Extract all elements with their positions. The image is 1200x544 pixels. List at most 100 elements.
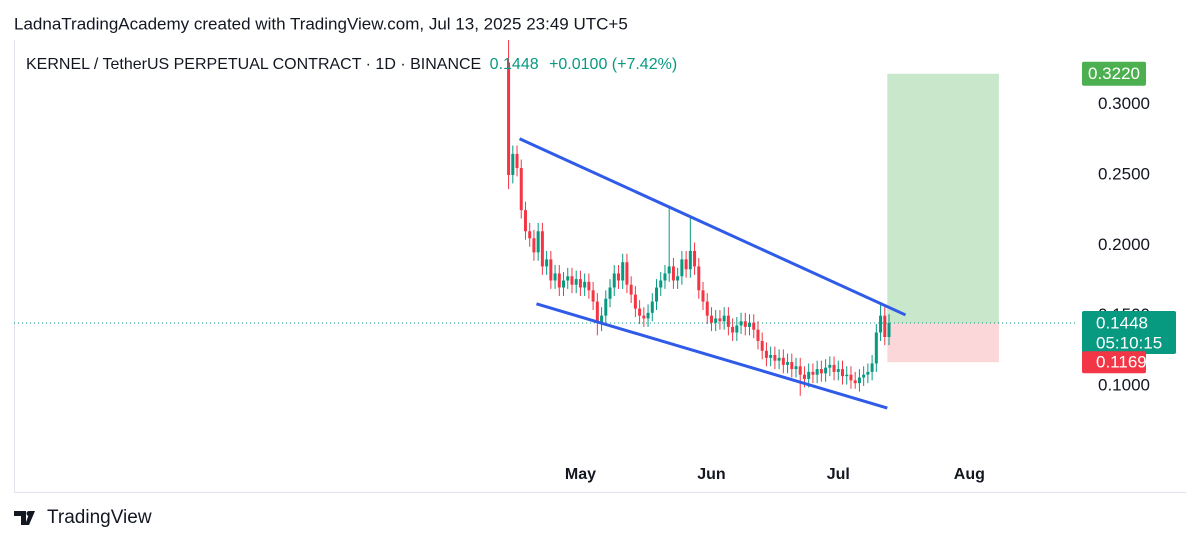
- candle-body: [519, 167, 523, 211]
- symbol: KERNEL / TetherUS PERPETUAL CONTRACT · 1…: [26, 56, 481, 73]
- candle-body: [836, 369, 840, 372]
- candle-body: [693, 250, 697, 267]
- candle-body: [608, 287, 612, 299]
- candle-body: [743, 321, 747, 327]
- candle-body: [633, 294, 637, 309]
- candle-body: [701, 290, 705, 302]
- x-tick-label: Aug: [954, 466, 985, 483]
- candle-body: [862, 374, 866, 378]
- candle-body: [557, 273, 561, 288]
- candle-body: [798, 366, 802, 375]
- candle-body: [832, 364, 836, 372]
- candle-body: [705, 301, 709, 316]
- header-price: 0.1448: [490, 56, 539, 73]
- profit-zone: [887, 73, 999, 323]
- candle-body: [629, 284, 633, 295]
- loss-zone: [887, 322, 999, 363]
- candle-body: [722, 315, 726, 322]
- tradingview-logo: [14, 511, 35, 525]
- candle-body: [562, 280, 566, 288]
- target-label: 0.3220: [1088, 64, 1140, 83]
- candle-body: [604, 298, 608, 316]
- candle-body: [718, 318, 722, 322]
- candle-body: [528, 231, 532, 239]
- candle-body: [883, 315, 887, 338]
- candle-body: [773, 355, 777, 361]
- target-label-box: [1082, 61, 1146, 86]
- candle-body: [646, 312, 650, 319]
- candle-body: [545, 259, 549, 267]
- candle-body: [802, 374, 806, 379]
- candle-body: [638, 308, 642, 316]
- candle-body: [714, 318, 718, 323]
- candle-body: [769, 355, 773, 358]
- candle-body: [600, 315, 604, 323]
- candle-body: [566, 276, 570, 281]
- plot-area: [14, 40, 1075, 410]
- candle-body: [583, 281, 587, 288]
- y-tick-label: 0.2000: [1098, 235, 1150, 254]
- candle-body: [828, 364, 832, 368]
- candle-body: [790, 362, 794, 370]
- y-tick-label: 0.1000: [1098, 375, 1150, 394]
- candle-body: [866, 371, 870, 375]
- y-tick-label: 0.3000: [1098, 94, 1150, 113]
- candle-body: [515, 153, 519, 168]
- x-tick-label: Jun: [697, 466, 725, 483]
- stop-label-box: [1082, 351, 1146, 374]
- candle-body: [853, 380, 857, 384]
- candle-body: [659, 280, 663, 288]
- candle-body: [625, 262, 629, 285]
- candle-body: [591, 290, 595, 302]
- candle-body: [642, 315, 646, 319]
- candle-body: [663, 273, 667, 281]
- candle-body: [523, 210, 527, 232]
- candle-body: [819, 369, 823, 374]
- candle-body: [781, 357, 785, 365]
- trend-line: [536, 302, 888, 410]
- candle-body: [650, 301, 654, 313]
- header-change: +0.0100 (+7.42%): [549, 56, 677, 73]
- candle-body: [845, 374, 849, 377]
- candle-body: [536, 231, 540, 253]
- candle-body: [807, 371, 811, 379]
- candle-body: [671, 266, 675, 281]
- candle-body: [587, 281, 591, 291]
- candle-body: [553, 273, 557, 281]
- candle-body: [697, 266, 701, 291]
- trend-line: [518, 137, 907, 317]
- candle-body: [887, 322, 891, 338]
- candle-body: [777, 357, 781, 361]
- y-tick-label: 0.2500: [1098, 164, 1150, 183]
- candle-body: [578, 279, 582, 288]
- candle-body: [760, 340, 764, 351]
- candle-body: [739, 321, 743, 326]
- candle-body: [709, 315, 713, 323]
- stop-label: 0.1169: [1096, 353, 1147, 372]
- candle-body: [667, 266, 671, 274]
- candle-body: [655, 287, 659, 302]
- candle-body: [748, 322, 752, 327]
- candle-body: [731, 326, 735, 333]
- candle-body: [794, 366, 798, 370]
- axes: 0.10000.15000.20000.25000.3000MayJunJulA…: [565, 61, 1176, 483]
- candle-body: [735, 325, 739, 333]
- candle-body: [595, 301, 599, 323]
- candle-body: [680, 259, 684, 277]
- last-price-label: 0.1448: [1096, 313, 1148, 332]
- candle-body: [616, 273, 620, 281]
- candle-body: [824, 367, 828, 374]
- candle-body: [688, 250, 692, 270]
- candle-body: [726, 315, 730, 327]
- candle-body: [811, 371, 815, 375]
- symbol-line: KERNEL / TetherUS PERPETUAL CONTRACT · 1…: [26, 56, 677, 73]
- candle-body: [549, 259, 553, 281]
- candle-body: [752, 322, 756, 330]
- last-price-box: [1082, 310, 1176, 354]
- candle-body: [841, 369, 845, 377]
- candle-body: [786, 362, 790, 365]
- countdown: 05:10:15: [1096, 333, 1162, 352]
- candle-body: [870, 363, 874, 372]
- brand: TradingView: [47, 507, 152, 528]
